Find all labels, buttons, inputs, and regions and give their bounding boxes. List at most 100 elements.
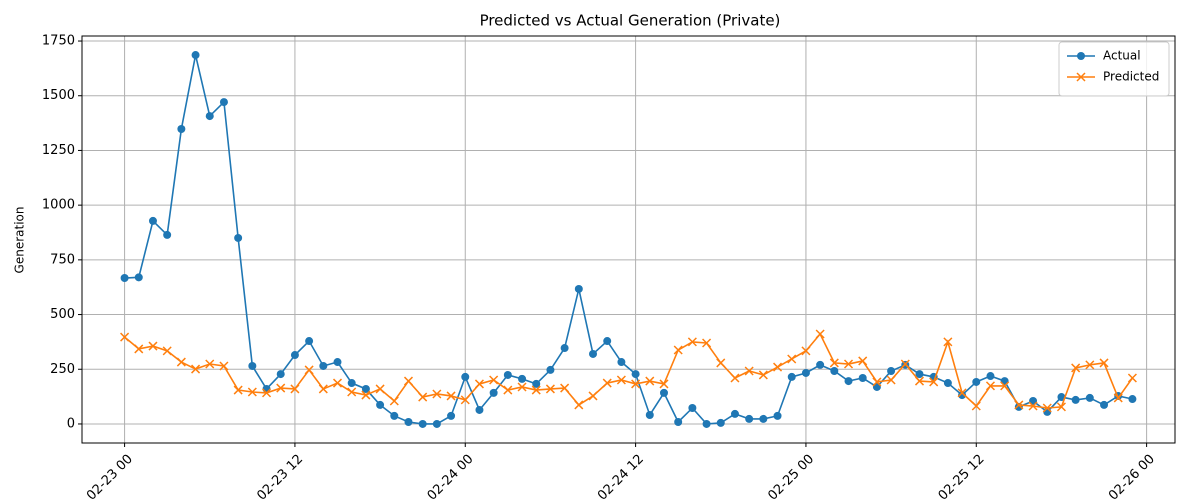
data-point xyxy=(176,357,186,367)
data-point xyxy=(900,359,910,369)
data-point xyxy=(659,388,668,397)
data-point xyxy=(843,359,854,369)
data-point xyxy=(730,409,739,418)
data-point xyxy=(517,382,527,392)
chart-title: Predicted vs Actual Generation (Private) xyxy=(480,12,781,30)
data-point xyxy=(134,273,143,282)
data-point xyxy=(1128,395,1137,404)
data-point xyxy=(418,419,427,428)
data-point xyxy=(588,391,598,401)
data-point xyxy=(532,379,541,388)
data-point xyxy=(503,370,512,379)
data-point xyxy=(574,284,583,293)
x-tick-label: 02-23 12 xyxy=(254,452,306,500)
data-point xyxy=(120,332,130,342)
data-point xyxy=(801,368,810,377)
data-point xyxy=(716,358,726,368)
data-point xyxy=(177,124,186,133)
data-point xyxy=(687,337,697,347)
data-point xyxy=(233,385,243,395)
data-point xyxy=(645,376,655,386)
data-point xyxy=(531,385,541,395)
data-point xyxy=(305,337,314,346)
data-point xyxy=(376,400,385,409)
data-point xyxy=(389,396,399,406)
data-point xyxy=(163,230,172,239)
data-point xyxy=(887,367,896,376)
x-tick-label: 02-24 12 xyxy=(595,452,647,500)
data-point xyxy=(276,383,286,393)
data-point xyxy=(617,358,626,367)
data-point xyxy=(1127,373,1137,383)
legend-marker xyxy=(1076,72,1086,82)
data-point xyxy=(319,361,328,370)
data-point xyxy=(347,387,357,397)
data-point xyxy=(1028,401,1038,411)
data-point xyxy=(844,377,853,386)
data-point xyxy=(403,376,414,386)
data-point xyxy=(972,377,981,386)
data-point xyxy=(404,417,413,426)
data-point xyxy=(659,379,669,389)
data-point xyxy=(971,401,981,411)
data-point xyxy=(332,378,343,388)
data-point xyxy=(815,329,825,339)
data-point xyxy=(574,400,584,410)
data-point xyxy=(673,345,683,355)
data-point xyxy=(474,379,484,389)
data-point xyxy=(1000,381,1010,391)
data-point xyxy=(446,391,456,401)
data-point xyxy=(985,381,995,391)
y-tick-label: 1500 xyxy=(42,88,75,103)
data-point xyxy=(602,378,612,388)
y-tick-label: 250 xyxy=(50,362,75,377)
data-point xyxy=(829,358,839,368)
data-point xyxy=(986,372,995,381)
data-point xyxy=(744,366,754,376)
y-tick-label: 1000 xyxy=(42,198,75,213)
data-point xyxy=(858,374,867,383)
data-point xyxy=(1043,407,1052,416)
data-point xyxy=(1100,400,1109,409)
data-point xyxy=(475,405,484,414)
data-point xyxy=(1014,400,1024,410)
data-point xyxy=(447,411,456,420)
data-point xyxy=(1042,403,1052,413)
data-point xyxy=(759,414,768,423)
data-point xyxy=(589,349,598,358)
data-point xyxy=(914,376,925,386)
data-point xyxy=(276,370,285,379)
data-point xyxy=(361,384,370,393)
data-point xyxy=(1057,393,1066,402)
data-point xyxy=(958,391,967,400)
data-point xyxy=(148,216,157,225)
data-point xyxy=(432,419,441,428)
y-tick-label: 0 xyxy=(67,416,75,431)
data-point xyxy=(915,370,924,379)
legend-marker xyxy=(1077,52,1085,60)
y-axis-label: Generation xyxy=(13,207,27,274)
data-point xyxy=(219,361,229,371)
data-point xyxy=(205,359,215,369)
data-point xyxy=(560,383,570,393)
data-point xyxy=(645,410,654,419)
data-point xyxy=(773,411,782,420)
series-line xyxy=(124,332,1134,409)
data-point xyxy=(1056,402,1066,412)
data-point xyxy=(390,411,399,420)
data-point xyxy=(631,379,641,389)
data-point xyxy=(603,337,612,346)
data-point xyxy=(304,365,314,375)
data-point xyxy=(830,367,839,376)
data-point xyxy=(545,384,555,394)
data-point xyxy=(191,364,201,374)
data-point xyxy=(957,388,967,398)
data-point xyxy=(375,384,385,394)
data-point xyxy=(1099,358,1109,368)
y-tick-label: 1750 xyxy=(42,34,75,49)
data-point xyxy=(929,377,939,387)
data-point xyxy=(1071,395,1080,404)
data-point xyxy=(546,365,555,374)
data-point xyxy=(191,51,200,60)
y-tick-label: 1250 xyxy=(42,143,75,158)
